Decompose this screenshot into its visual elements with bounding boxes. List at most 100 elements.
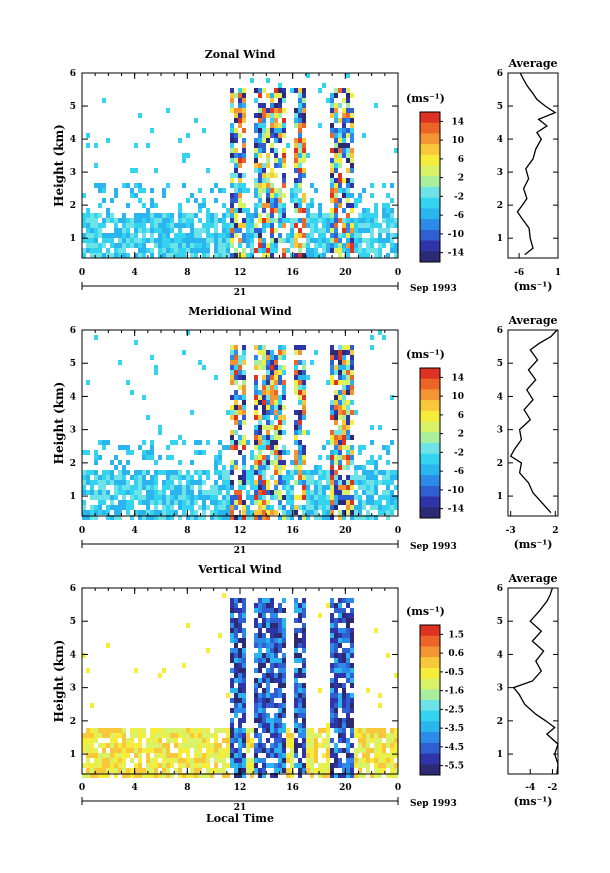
y-tick-label: 1 bbox=[70, 492, 76, 502]
colorbar-swatch bbox=[420, 753, 440, 765]
colorbar-frame bbox=[419, 624, 441, 776]
colorbar-label: -4.5 bbox=[445, 743, 464, 753]
y-tick-label: 1 bbox=[70, 750, 76, 760]
y-tick-label: 4 bbox=[70, 135, 76, 145]
average-y-tick-label: 1 bbox=[497, 234, 503, 244]
colorbar-swatch bbox=[420, 764, 440, 776]
x-tick-label: 0 bbox=[79, 526, 85, 536]
x-tick-label: 16 bbox=[286, 526, 299, 536]
y-tick-label: 2 bbox=[70, 201, 76, 211]
y-tick-label: 6 bbox=[70, 584, 76, 594]
average-frame bbox=[507, 587, 559, 775]
colorbar-label: -14 bbox=[448, 505, 464, 515]
average-x-tick-label: -3 bbox=[506, 526, 516, 536]
x-tick-label: 0 bbox=[395, 268, 401, 278]
colorbar-swatch bbox=[420, 646, 440, 658]
colorbar-swatch bbox=[420, 689, 440, 701]
month-label: Sep 1993 bbox=[410, 799, 457, 809]
colorbar-swatch bbox=[420, 165, 440, 177]
colorbar-swatch bbox=[420, 208, 440, 220]
date-band: 21 Sep 1993 bbox=[81, 282, 457, 298]
colorbar-swatch bbox=[420, 197, 440, 209]
colorbar-label: 6 bbox=[458, 155, 464, 165]
x-tick-label: 0 bbox=[79, 268, 85, 278]
x-tick-label: 0 bbox=[395, 783, 401, 793]
x-tick-label: 20 bbox=[339, 783, 352, 793]
y-tick-label: 2 bbox=[70, 459, 76, 469]
colorbar-frame bbox=[419, 367, 441, 519]
colorbar-swatch bbox=[420, 400, 440, 412]
colorbar-swatch bbox=[420, 657, 440, 669]
y-tick-label: 6 bbox=[70, 69, 76, 79]
x-tick-label: 20 bbox=[339, 268, 352, 278]
x-ticks: 0 4 8 12 16 20 0 bbox=[79, 330, 401, 536]
average-y-tick-label: 5 bbox=[497, 359, 503, 369]
average-frame bbox=[507, 72, 559, 259]
average-title: Average bbox=[507, 572, 557, 585]
average-y-tick-label: 2 bbox=[497, 459, 503, 469]
y-tick-label: 3 bbox=[70, 684, 76, 694]
colorbar-swatch bbox=[420, 443, 440, 455]
colorbar: (ms⁻¹) 14 10 6 2 -2 -6 -10 -14 bbox=[406, 92, 464, 263]
average-x-label: (ms⁻¹) bbox=[514, 795, 553, 808]
average-y-tick-label: 4 bbox=[497, 650, 503, 660]
colorbar-swatch bbox=[420, 378, 440, 390]
x-tick-label: 20 bbox=[339, 526, 352, 536]
average-y-tick-label: 6 bbox=[497, 584, 503, 594]
colorbar-swatch bbox=[420, 368, 440, 380]
colorbar-swatch bbox=[420, 485, 440, 498]
colorbar-swatch bbox=[420, 176, 440, 188]
colorbar-swatch bbox=[420, 700, 440, 712]
colorbar-label: -1.6 bbox=[445, 687, 464, 697]
colorbar-label: -2 bbox=[454, 448, 464, 458]
average-profile: Average 1 2 3 4 5 6 -4 -2 (ms⁻¹) bbox=[497, 572, 559, 808]
average-x-tick-label: 1 bbox=[555, 268, 561, 278]
colorbar-label: -10 bbox=[448, 486, 464, 496]
average-title: Average bbox=[507, 57, 557, 70]
colorbar-frame bbox=[419, 111, 441, 263]
colorbar-swatch bbox=[420, 144, 440, 156]
colorbar-label: -14 bbox=[448, 249, 464, 259]
colorbar-swatch bbox=[420, 219, 440, 231]
y-tick-label: 1 bbox=[70, 234, 76, 244]
average-y-tick-label: 2 bbox=[497, 201, 503, 211]
colorbar-swatch bbox=[420, 635, 440, 647]
colorbar-label: 10 bbox=[451, 392, 464, 402]
y-tick-label: 5 bbox=[70, 359, 76, 369]
colorbar-label: 0.6 bbox=[448, 649, 464, 659]
average-y-tick-label: 2 bbox=[497, 717, 503, 727]
colorbar-label: 2 bbox=[458, 430, 464, 440]
average-y-tick-label: 4 bbox=[497, 135, 503, 145]
colorbar-swatch bbox=[420, 742, 440, 755]
colorbar-swatch bbox=[420, 133, 440, 145]
average-profile-line bbox=[509, 329, 558, 514]
average-frame bbox=[507, 329, 559, 517]
heatmap-cells bbox=[82, 73, 398, 258]
colorbar-swatch bbox=[420, 229, 440, 242]
average-x-tick-label: -4 bbox=[525, 783, 535, 793]
y-tick-label: 3 bbox=[70, 426, 76, 436]
x-ticks: 0 4 8 12 16 20 0 bbox=[79, 73, 401, 278]
colorbar-swatch bbox=[420, 251, 440, 263]
x-tick-label: 8 bbox=[184, 526, 190, 536]
colorbar-unit: (ms⁻¹) bbox=[406, 92, 445, 105]
colorbar: (ms⁻¹) 14 10 6 2 -2 -6 -10 -14 bbox=[406, 348, 464, 519]
colorbar-label: 10 bbox=[451, 136, 464, 146]
average-y-tick-label: 5 bbox=[497, 617, 503, 627]
date-band: 21 Sep 1993 bbox=[81, 797, 457, 813]
colorbar-unit: (ms⁻¹) bbox=[406, 605, 445, 618]
colorbar-label: 14 bbox=[451, 117, 464, 127]
colorbar-label: 6 bbox=[458, 411, 464, 421]
colorbar: (ms⁻¹) 1.5 0.6 -0.5 -1.6 -2.5 -3.5 -4.5 -5.5 bbox=[406, 605, 464, 776]
y-tick-label: 4 bbox=[70, 392, 76, 402]
panel-title: Zonal Wind bbox=[205, 48, 276, 61]
colorbar-swatch bbox=[420, 496, 440, 508]
colorbar-label: -3.5 bbox=[445, 724, 464, 734]
average-profile-line bbox=[512, 587, 559, 775]
colorbar-swatch bbox=[420, 667, 440, 680]
average-y-tick-label: 3 bbox=[497, 426, 503, 436]
colorbar-swatch bbox=[420, 625, 440, 637]
